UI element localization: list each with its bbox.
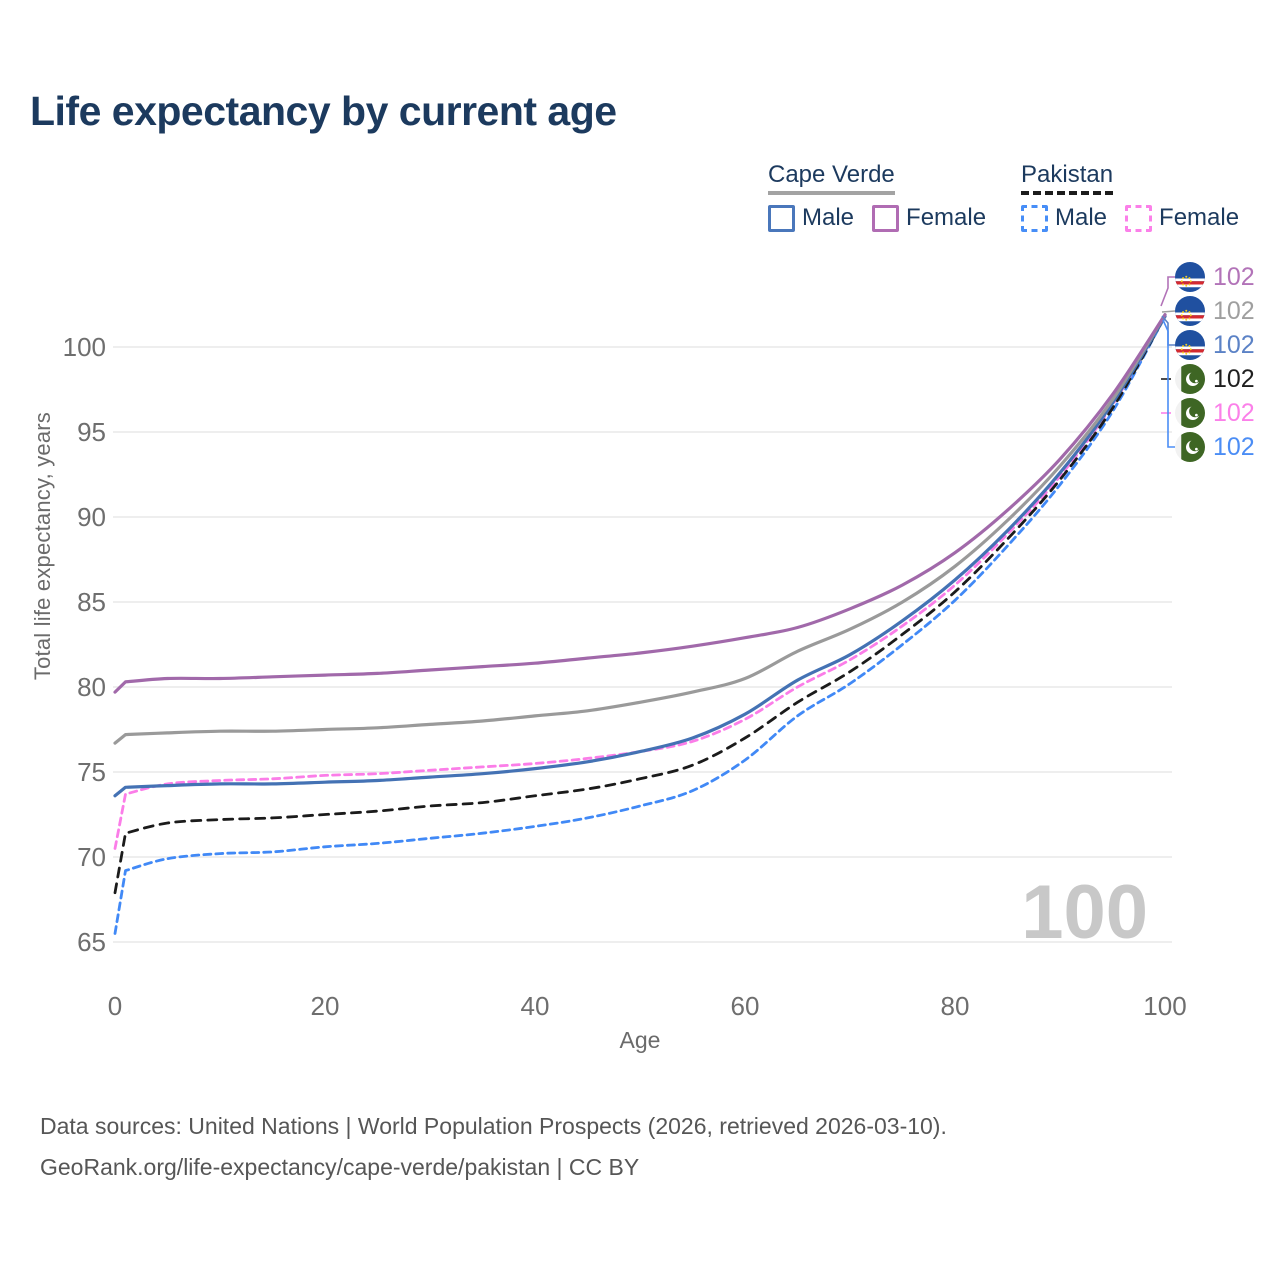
- legend-label-cape-verde-female[interactable]: Female: [906, 204, 987, 232]
- y-tick-label-65: 65: [77, 927, 106, 957]
- pakistan-flag-icon: [1175, 364, 1205, 394]
- y-tick-label-70: 70: [77, 842, 106, 872]
- y-tick-label-85: 85: [77, 587, 106, 617]
- page-title: Life expectancy by current age: [30, 88, 617, 134]
- leader-line-pakistan-male: [1162, 319, 1175, 448]
- leader-line-cape-verde-female: [1160, 276, 1175, 307]
- x-tick-label-60: 60: [731, 991, 760, 1021]
- y-tick-label-90: 90: [77, 502, 106, 532]
- leader-line-cape-verde-all: [1161, 310, 1176, 313]
- legend-group-pakistan: Pakistan Male Female: [1021, 161, 1257, 232]
- end-label-pakistan-female: 102: [1175, 397, 1255, 429]
- y-tick-label-95: 95: [77, 417, 106, 447]
- x-tick-label-40: 40: [521, 991, 550, 1021]
- pakistan-flag-icon: [1175, 398, 1205, 428]
- cape-verde-flag-icon: [1175, 296, 1205, 326]
- pakistan-flag-icon: [1175, 432, 1205, 462]
- end-value-cape-verde-male: 102: [1213, 330, 1255, 359]
- end-label-pakistan-male: 102: [1175, 431, 1255, 463]
- y-tick-label-75: 75: [77, 757, 106, 787]
- line-pakistan-all[interactable]: [113, 315, 1167, 895]
- y-tick-label-100: 100: [63, 332, 106, 362]
- end-label-cape-verde-female: 102: [1175, 261, 1255, 293]
- x-tick-label-0: 0: [108, 991, 122, 1021]
- cape-verde-flag-icon: [1175, 262, 1205, 292]
- legend-swatch-pakistan-female[interactable]: [1125, 204, 1153, 232]
- end-label-cape-verde-all: 102: [1175, 295, 1255, 327]
- footer-data-sources: Data sources: United Nations | World Pop…: [40, 1113, 947, 1139]
- line-cape-verde-all[interactable]: [113, 313, 1167, 745]
- end-value-cape-verde-all: 102: [1213, 296, 1255, 325]
- footer: Data sources: United Nations | World Pop…: [40, 1106, 947, 1188]
- legend-label-pakistan-male[interactable]: Male: [1055, 204, 1108, 232]
- end-value-pakistan-female: 102: [1213, 398, 1255, 427]
- end-label-pakistan-all: 102: [1175, 363, 1255, 395]
- y-axis-title: Total life expectancy, years: [30, 412, 55, 681]
- x-tick-label-100: 100: [1143, 991, 1186, 1021]
- legend-swatch-cape-verde-female[interactable]: [872, 204, 900, 232]
- hover-age-watermark: 100: [1021, 870, 1148, 955]
- footer-attribution-link: GeoRank.org/life-expectancy/cape-verde/p…: [40, 1154, 640, 1180]
- line-pakistan-female[interactable]: [113, 315, 1167, 850]
- end-label-cape-verde-male: 102: [1175, 329, 1255, 361]
- line-cape-verde-male[interactable]: [113, 314, 1167, 798]
- legend-label-pakistan-female[interactable]: Female: [1159, 204, 1240, 232]
- legend-label-cape-verde-male[interactable]: Male: [802, 204, 855, 232]
- cape-verde-flag-icon: [1175, 330, 1205, 360]
- end-value-pakistan-all: 102: [1213, 364, 1255, 393]
- end-value-pakistan-male: 102: [1213, 432, 1255, 461]
- legend-swatch-cape-verde-male[interactable]: [768, 204, 795, 232]
- line-cape-verde-female[interactable]: [113, 313, 1167, 694]
- x-axis-title: Age: [619, 1027, 661, 1053]
- legend-country-cape-verde[interactable]: Cape Verde: [768, 161, 895, 196]
- line-pakistan-male[interactable]: [113, 315, 1167, 935]
- legend-group-cape-verde: Cape Verde Male Female: [768, 161, 1004, 232]
- x-tick-label-20: 20: [311, 991, 340, 1021]
- legend-country-pakistan[interactable]: Pakistan: [1021, 161, 1114, 196]
- end-value-cape-verde-female: 102: [1213, 262, 1255, 291]
- legend-swatch-pakistan-male[interactable]: [1021, 204, 1048, 232]
- y-tick-label-80: 80: [77, 672, 106, 702]
- x-tick-label-80: 80: [941, 991, 970, 1021]
